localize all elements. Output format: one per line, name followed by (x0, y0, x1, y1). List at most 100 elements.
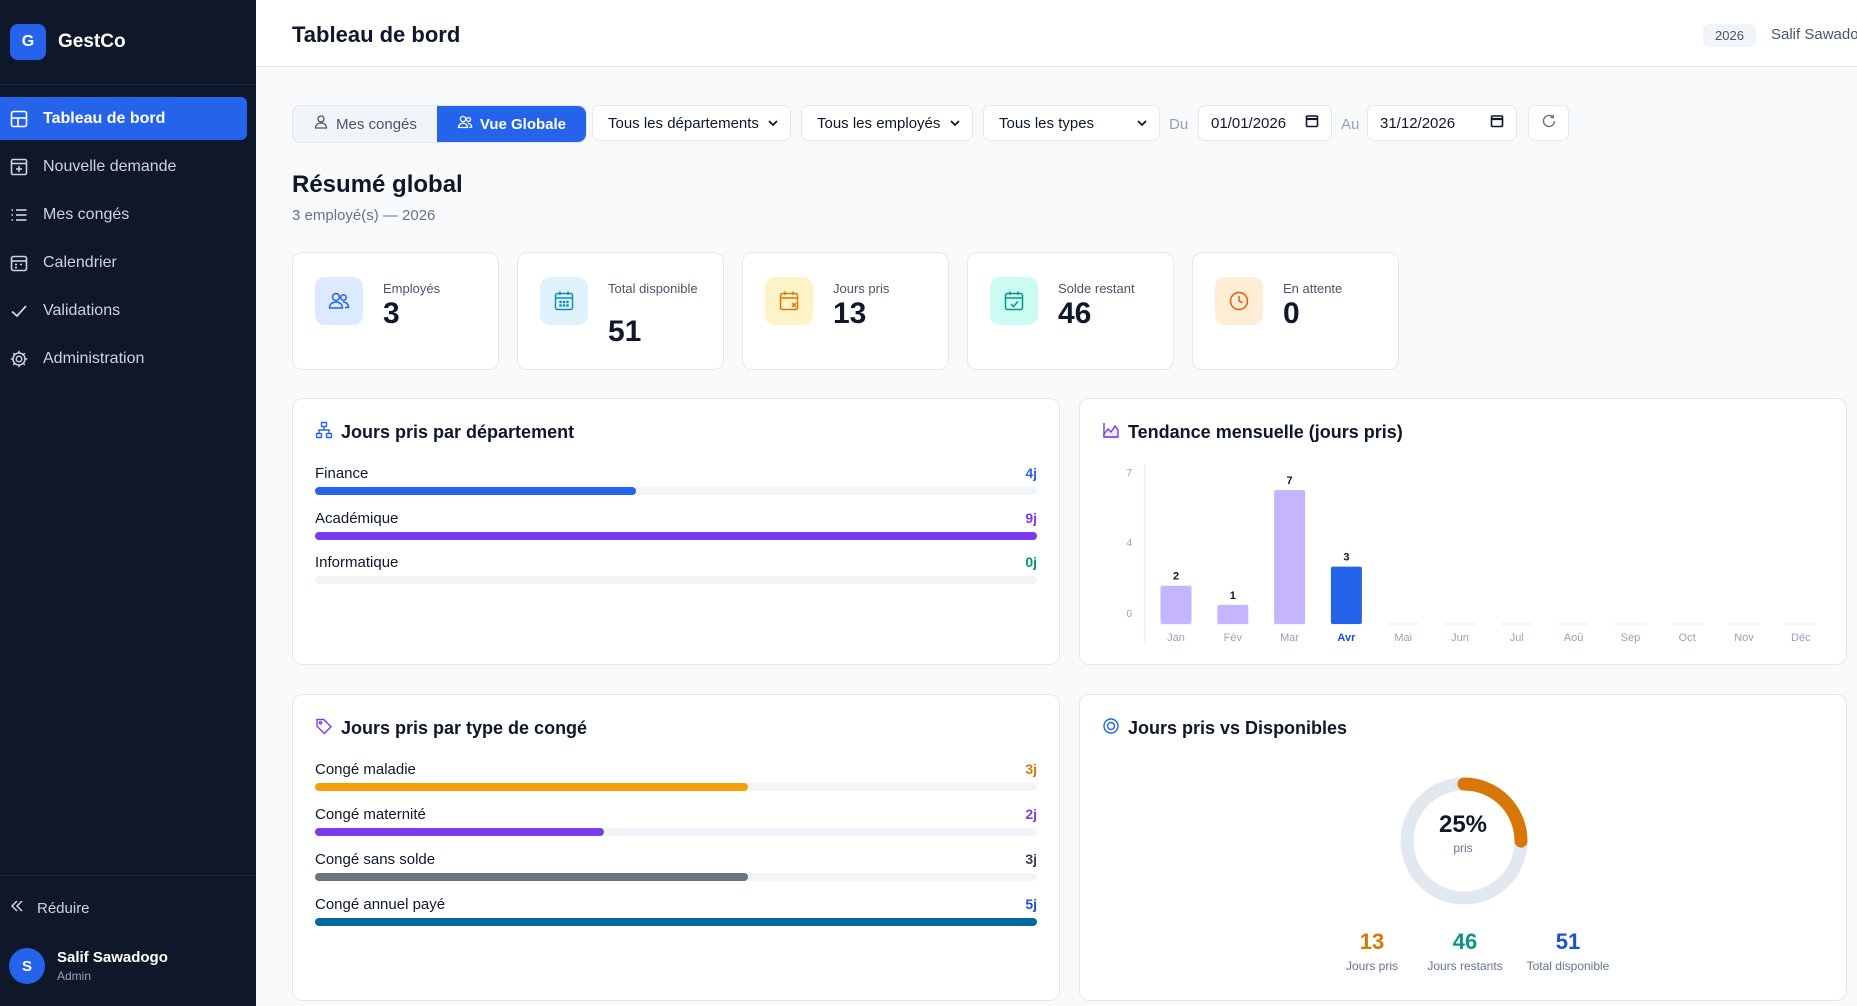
card-title: Jours pris par type de congé (315, 717, 587, 740)
from-date-input[interactable]: 01/01/2026 (1198, 105, 1332, 141)
area-chart-icon (1102, 421, 1120, 444)
bar-value-label: 1 (1230, 590, 1236, 602)
bar-value: 9j (1025, 509, 1037, 526)
bar-track (315, 783, 1037, 791)
bar-fill (315, 873, 749, 881)
users-icon (315, 277, 363, 325)
bar-label: Finance (315, 465, 369, 482)
to-date-label: Au (1341, 116, 1360, 133)
bar-track (315, 873, 1037, 881)
x-tick-label: Nov (1734, 632, 1754, 644)
sidebar-item-calendar[interactable]: Calendrier (0, 241, 247, 284)
calendar-x-icon (765, 277, 813, 325)
bar-baseline (1444, 623, 1476, 625)
summary-title: Résumé global (292, 171, 463, 198)
bar-value: 4j (1025, 465, 1037, 481)
type-select-value: Tous les types (999, 114, 1095, 132)
stat-label: En attente (1283, 281, 1343, 296)
sidebar-item-new-request[interactable]: Nouvelle demande (0, 145, 247, 188)
tag-icon (315, 717, 333, 740)
bar-track (315, 487, 1037, 495)
chevron-down-icon (948, 116, 962, 130)
employee-select[interactable]: Tous les employés (801, 105, 973, 141)
sidebar-nav: Tableau de bord Nouvelle demande Mes con… (0, 97, 256, 385)
ratio-stat-label: Total disponible (1526, 959, 1610, 973)
sidebar-item-label: Administration (43, 349, 145, 367)
x-tick-label: Avr (1337, 632, 1356, 644)
tab-my-leaves[interactable]: Mes congés (293, 106, 437, 142)
bar-baseline (1501, 623, 1533, 625)
ratio-stat-taken: 13 Jours pris (1322, 929, 1422, 973)
bar-value: 5j (1025, 896, 1037, 912)
chevrons-left-icon (9, 898, 25, 918)
stat-card-employees: Employés 3 (292, 252, 499, 370)
monthly-trend-chart: 0 4 7 2 Jan 1 Fév 7 Mar 3 Avr Mai Jun Jul Aoû Sep Oct Nov… (1126, 464, 1817, 644)
check-icon (9, 301, 29, 321)
ratio-stat-value: 13 (1359, 929, 1385, 954)
bar-track (315, 918, 1037, 926)
user-icon (313, 114, 329, 134)
page-title: Tableau de bord (292, 22, 461, 47)
department-select-value: Tous les départements (608, 114, 759, 132)
donut-taken-arc (1400, 777, 1528, 905)
department-select[interactable]: Tous les départements (592, 105, 791, 141)
refresh-button[interactable] (1528, 105, 1569, 141)
gear-icon (9, 349, 29, 369)
header-user-name[interactable]: Salif Sawadogo (1771, 26, 1857, 43)
x-tick-label: Jun (1451, 632, 1469, 644)
users-icon (457, 114, 473, 134)
x-tick-label: Jan (1167, 632, 1185, 644)
brand-name: GestCo (58, 31, 126, 52)
bar-track (315, 531, 1037, 540)
sidebar-item-label: Nouvelle demande (43, 157, 177, 175)
user-profile[interactable]: S Salif Sawadogo Admin (9, 948, 168, 984)
sidebar-item-dashboard[interactable]: Tableau de bord (0, 97, 247, 140)
avatar: S (9, 948, 45, 984)
sidebar-item-validations[interactable]: Validations (0, 289, 247, 332)
x-tick-label: Mai (1394, 632, 1412, 644)
department-row: Académique 9j (315, 509, 1037, 540)
user-role: Admin (57, 969, 92, 983)
bar-Jan (1160, 585, 1192, 624)
bar-baseline (1614, 623, 1646, 625)
leave-types-card: Jours pris par type de congé Congé malad… (292, 694, 1060, 1001)
donut-caption: pris (1453, 841, 1473, 855)
sidebar-item-my-leaves[interactable]: Mes congés (0, 193, 247, 236)
stat-value: 13 (833, 297, 867, 330)
target-icon (1102, 717, 1120, 740)
ratio-stat-total: 51 Total disponible (1508, 929, 1628, 973)
user-name: Salif Sawadogo (57, 949, 168, 966)
sidebar-item-administration[interactable]: Administration (0, 337, 247, 380)
bar-baseline (1387, 623, 1419, 625)
stat-label: Jours pris (833, 281, 890, 296)
ratio-stat-remaining: 46 Jours restants (1410, 929, 1520, 973)
bar-fill (315, 531, 1037, 540)
card-title-text: Tendance mensuelle (jours pris) (1128, 422, 1403, 442)
bar-fill (315, 487, 636, 495)
view-toggle: Mes congés Vue Globale (292, 105, 588, 143)
brand[interactable]: G GestCo (10, 24, 126, 60)
to-date-input[interactable]: 31/12/2026 (1367, 105, 1517, 141)
type-select[interactable]: Tous les types (983, 105, 1160, 141)
sidebar-item-label: Calendrier (43, 253, 117, 271)
bar-baseline (1728, 623, 1760, 625)
collapse-label: Réduire (37, 899, 90, 917)
plus-square-icon (9, 157, 29, 177)
taken-vs-available-card: Jours pris vs Disponibles 25% pris 13 Jo… (1079, 694, 1847, 1001)
tab-label: Vue Globale (479, 115, 567, 133)
calendar-icon (1305, 114, 1319, 132)
top-header: Tableau de bord 2026 Salif Sawadogo (256, 0, 1857, 67)
x-tick-label: Mar (1280, 632, 1299, 644)
bar-label: Congé sans solde (315, 851, 436, 868)
card-title-text: Jours pris vs Disponibles (1128, 718, 1348, 738)
clock-icon (1215, 277, 1263, 325)
stat-label: Employés (383, 281, 441, 296)
stat-card-pending: En attente 0 (1192, 252, 1399, 370)
collapse-sidebar-button[interactable]: Réduire (9, 898, 90, 918)
ratio-donut-chart (1400, 777, 1528, 905)
bar-fill (315, 828, 604, 836)
stat-value: 51 (608, 315, 642, 348)
ratio-stat-label: Jours pris (1345, 959, 1398, 973)
bar-baseline (1671, 623, 1703, 625)
tab-global-view[interactable]: Vue Globale (436, 106, 587, 142)
